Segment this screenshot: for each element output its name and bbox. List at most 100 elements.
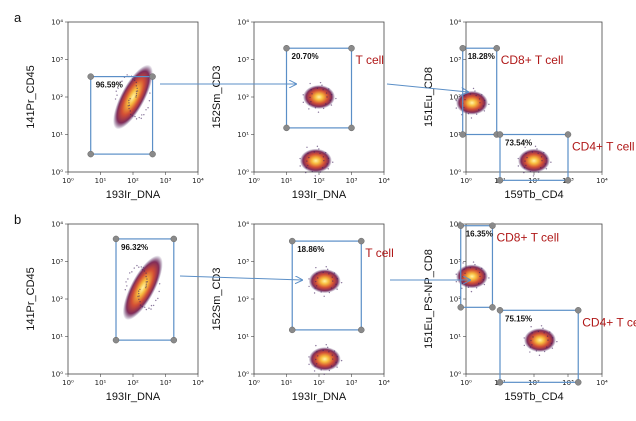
gate-handle[interactable] [87, 150, 94, 158]
gate-handle[interactable] [496, 379, 504, 386]
event-dot [320, 291, 322, 293]
event-dot [128, 99, 130, 102]
event-dot [478, 109, 480, 111]
gate-handle[interactable] [564, 177, 572, 184]
event-dot [336, 356, 339, 358]
gate-handle[interactable] [457, 222, 464, 229]
gate-rectangle[interactable] [499, 309, 579, 383]
event-dot [523, 337, 525, 339]
gate-handle[interactable] [112, 235, 120, 243]
event-dot [523, 171, 525, 174]
event-dot [322, 156, 325, 158]
gate-handle[interactable] [493, 44, 500, 52]
gate-handle[interactable] [283, 44, 290, 52]
event-dot [336, 288, 338, 290]
event-dot [306, 146, 308, 148]
event-dot [517, 165, 520, 167]
gate-handle[interactable] [112, 336, 120, 344]
gate-handle[interactable] [496, 307, 504, 314]
event-dot [463, 268, 465, 270]
gate-handle[interactable] [564, 131, 572, 138]
event-dot [136, 90, 139, 92]
x-tick-label: 10⁰ [248, 379, 260, 387]
gate-handle[interactable] [457, 304, 464, 311]
population-label: CD8+ T cell [501, 53, 564, 67]
gate-handle[interactable] [459, 44, 466, 52]
event-dot [470, 117, 473, 119]
population-label: CD4+ T cell [582, 315, 636, 329]
event-dot [532, 336, 534, 338]
event-dot [319, 81, 322, 84]
event-dot [332, 161, 334, 163]
cell-population-a1-0 [113, 64, 153, 130]
x-tick-label: 10¹ [95, 379, 107, 387]
event-dot [524, 160, 526, 162]
y-tick-label: 10¹ [449, 333, 461, 341]
gate-handle[interactable] [358, 326, 365, 334]
density-blob [299, 148, 332, 173]
x-tick-label: 10⁰ [62, 177, 74, 185]
x-tick-label: 10⁰ [460, 177, 472, 185]
event-dot [323, 373, 325, 375]
panel-label-a: a [14, 10, 22, 25]
event-dot [314, 365, 316, 367]
gate-handle[interactable] [348, 124, 355, 132]
gate-handle[interactable] [574, 307, 582, 314]
gate-handle[interactable] [288, 237, 296, 245]
y-tick-label: 10⁰ [449, 169, 461, 177]
event-dot [139, 304, 142, 306]
gate-handle[interactable] [496, 177, 504, 184]
x-tick-label: 10¹ [281, 379, 293, 387]
gate-rectangle[interactable] [499, 133, 569, 181]
gate-handle[interactable] [489, 222, 496, 229]
gate-handle[interactable] [170, 235, 178, 243]
x-tick-label: 10¹ [281, 177, 293, 185]
event-dot [315, 266, 317, 269]
cell-population-a2-1 [299, 145, 334, 177]
gate-rectangle[interactable] [460, 225, 494, 308]
gate-handle[interactable] [283, 124, 290, 132]
gate-handle[interactable] [149, 150, 156, 158]
gate-handle[interactable] [574, 379, 582, 386]
event-dot [131, 271, 133, 273]
gate-handle[interactable] [288, 326, 296, 334]
event-dot [481, 267, 483, 270]
event-dot [531, 344, 533, 346]
gate-rectangle[interactable] [90, 75, 154, 155]
y-tick-label: 10² [237, 94, 249, 102]
gate-handle[interactable] [170, 336, 178, 344]
event-dot [543, 151, 545, 154]
event-dot [525, 152, 527, 155]
gate-handle[interactable] [459, 131, 466, 138]
event-dot [319, 171, 322, 173]
event-dot [474, 90, 476, 92]
event-dot [546, 346, 548, 348]
gate-handle[interactable] [496, 131, 504, 138]
event-dot [543, 332, 545, 334]
gate-handle[interactable] [149, 73, 156, 80]
density-blob [518, 148, 550, 173]
cell-population-b1-0 [122, 255, 163, 320]
event-dot [537, 171, 540, 173]
event-dot [136, 264, 138, 267]
x-tick-label: 10² [127, 379, 139, 387]
gate-rectangle[interactable] [115, 238, 175, 341]
event-dot [310, 89, 312, 91]
event-dot [316, 87, 319, 89]
gate-rectangle[interactable] [291, 240, 362, 331]
y-tick-label: 10⁰ [449, 371, 461, 379]
event-dot [323, 295, 325, 298]
gate-handle[interactable] [87, 73, 94, 80]
x-tick-label: 10⁴ [378, 379, 390, 387]
event-dot [315, 280, 317, 283]
gate-handle[interactable] [358, 237, 365, 245]
event-dot [340, 281, 343, 284]
gate-rectangle[interactable] [285, 47, 353, 129]
event-dot [328, 351, 330, 353]
event-dot [158, 283, 161, 285]
event-dot [150, 304, 153, 307]
y-axis-label: 141Pr_CD45 [25, 65, 37, 129]
gate-handle[interactable] [348, 44, 355, 52]
event-dot [145, 285, 147, 287]
gate-handle[interactable] [489, 304, 496, 311]
